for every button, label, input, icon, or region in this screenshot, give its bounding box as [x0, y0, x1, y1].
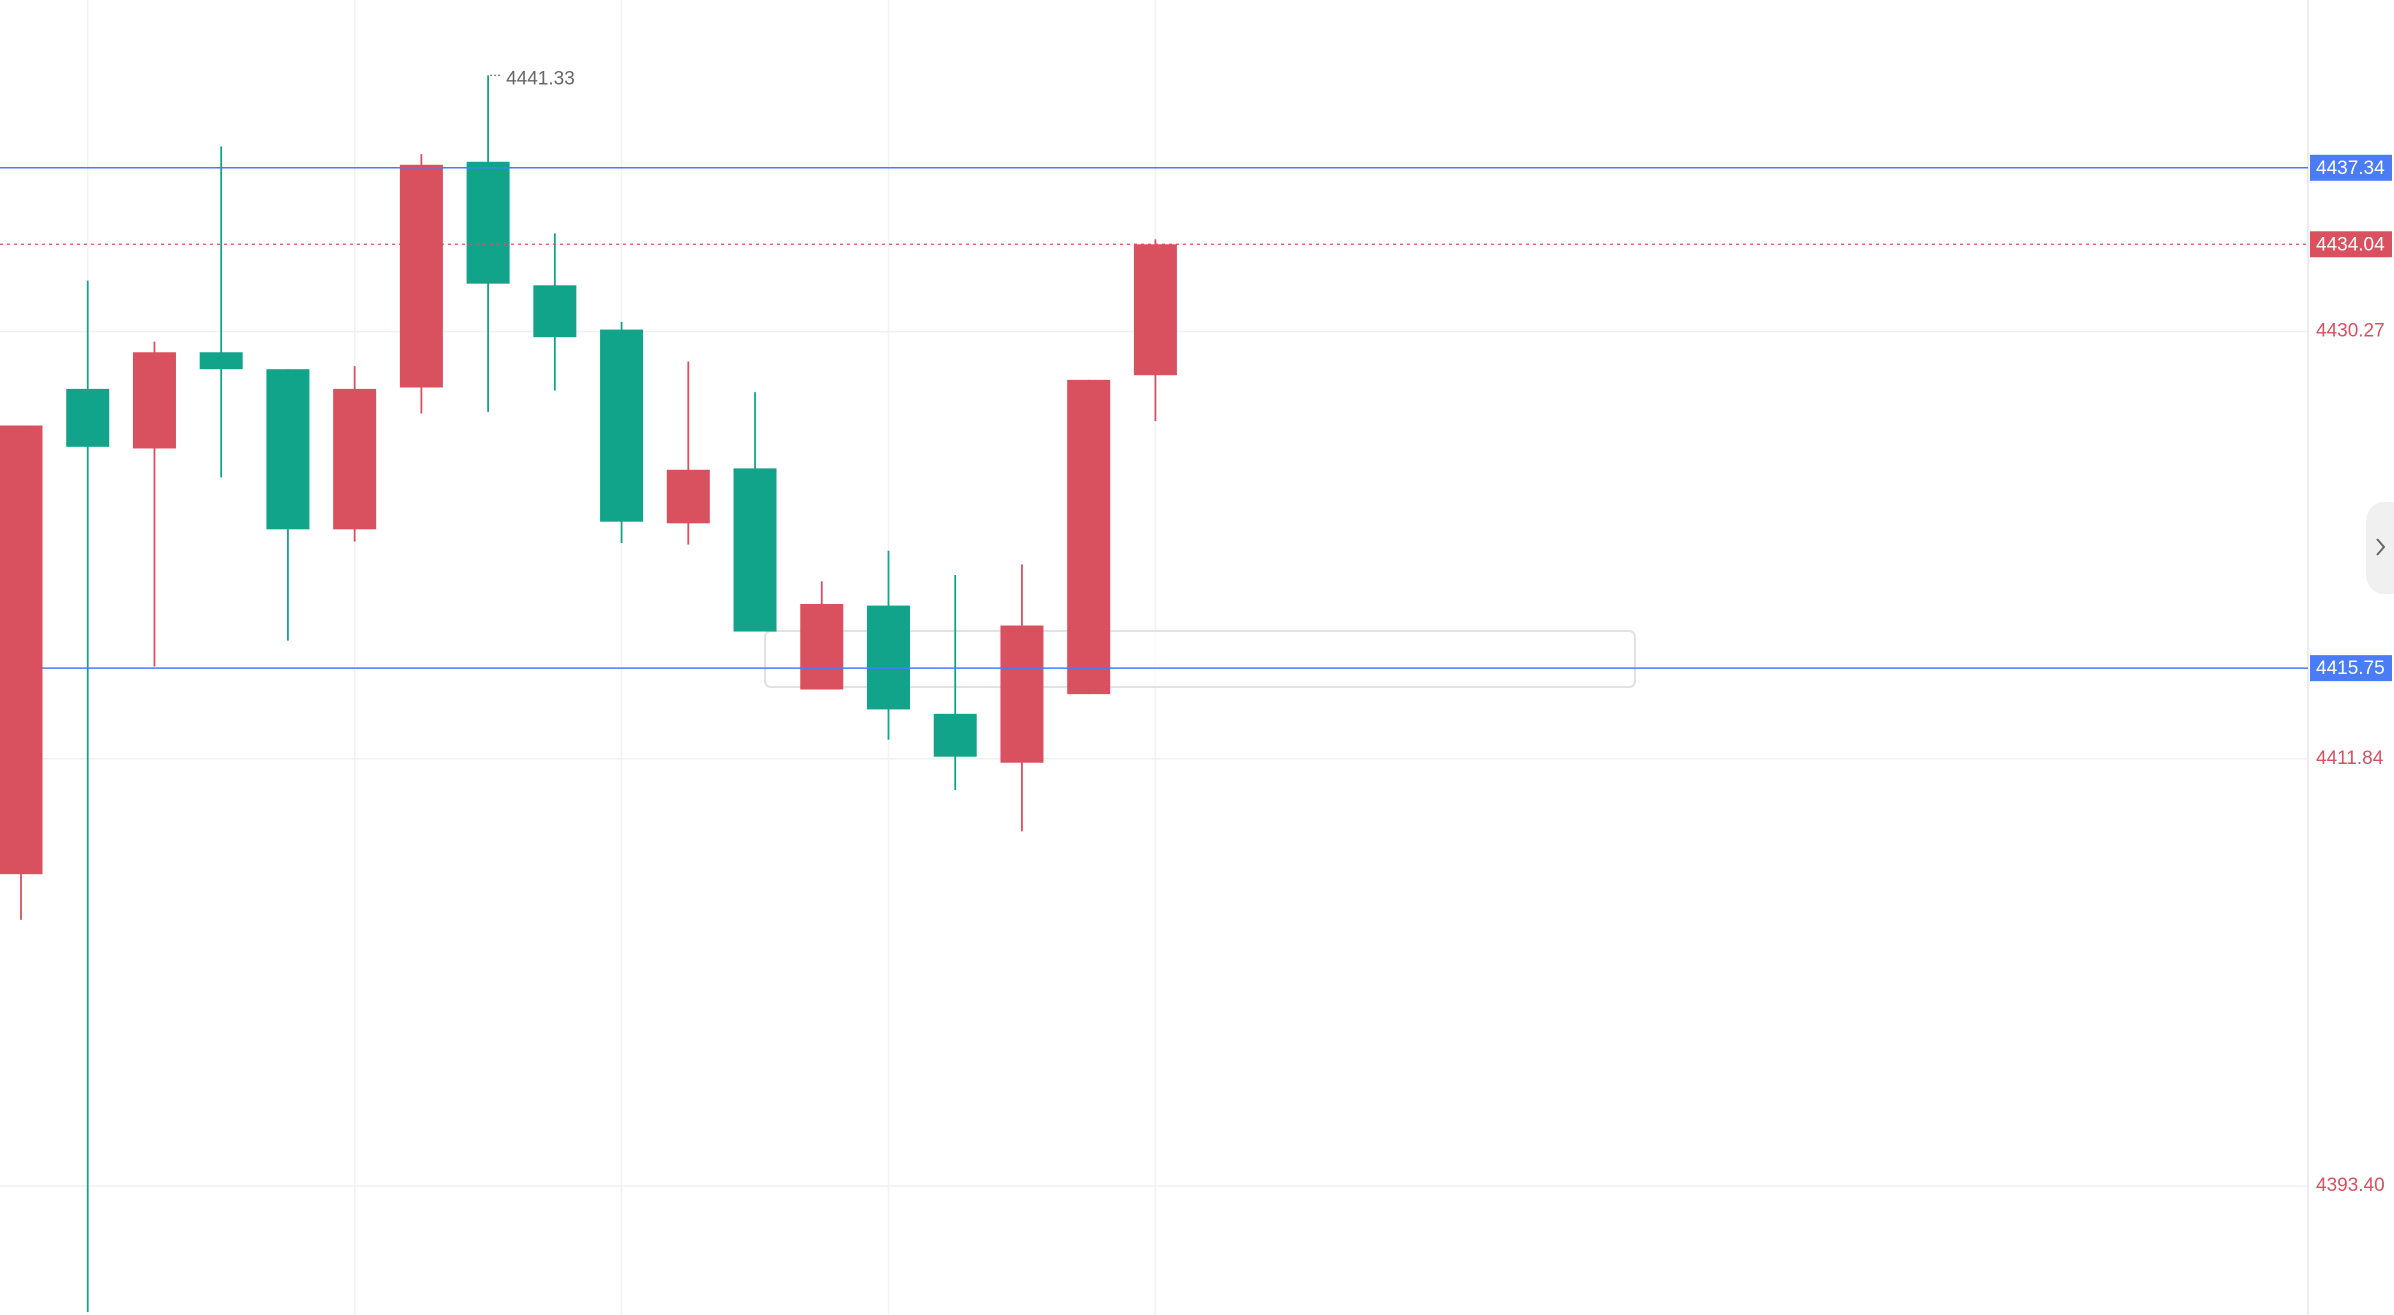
candle-body — [466, 161, 510, 284]
y-tick-label: 4393.40 — [2316, 1175, 2385, 1196]
tab-background[interactable] — [2366, 502, 2394, 594]
candle-body — [533, 285, 577, 338]
chevron-icon[interactable] — [2376, 538, 2386, 556]
candle-body — [1067, 379, 1111, 695]
candle-body — [399, 164, 443, 388]
candle-body — [66, 388, 110, 447]
price-label-box — [2310, 154, 2392, 181]
candle-body — [0, 425, 43, 875]
candle-body — [733, 468, 777, 632]
candle-body — [800, 603, 844, 690]
price-label-box — [2310, 655, 2392, 682]
side-panel-tab[interactable] — [2366, 502, 2394, 594]
price-label: 4434.04 — [2316, 234, 2385, 255]
candle-body — [1133, 244, 1177, 376]
price-label-box — [2310, 231, 2392, 258]
candle-body — [933, 713, 977, 757]
candle-body — [266, 369, 310, 530]
high-marker-label: 4441.33 — [506, 68, 575, 89]
candle-body — [866, 605, 910, 710]
candle-body — [666, 469, 710, 524]
price-label: 4437.34 — [2316, 158, 2385, 179]
y-tick-label: 4430.27 — [2316, 321, 2385, 342]
candle-body — [132, 352, 176, 449]
y-tick-label: 4411.84 — [2316, 748, 2384, 769]
blurred-overlay — [764, 630, 1636, 688]
candle-body — [199, 352, 243, 370]
price-label: 4415.75 — [2316, 658, 2385, 679]
candle-body — [600, 329, 644, 522]
candle-body — [1000, 625, 1044, 763]
candle-body — [333, 388, 377, 530]
